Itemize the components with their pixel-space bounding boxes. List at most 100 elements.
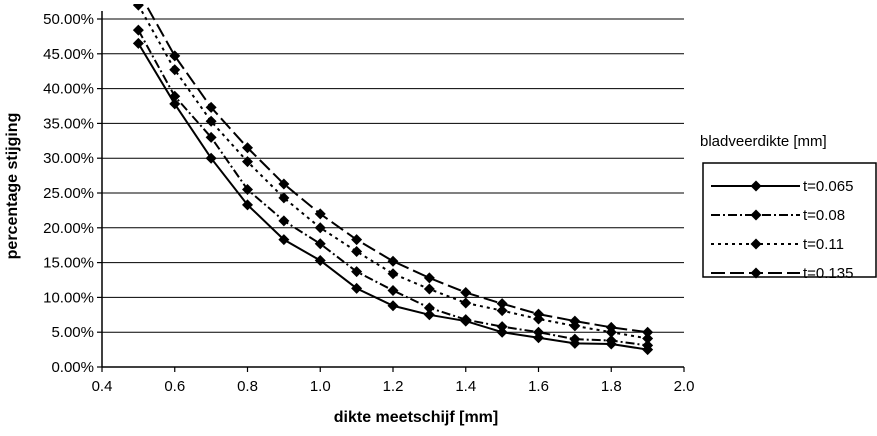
data-point <box>460 287 472 299</box>
legend-marker <box>750 180 762 192</box>
data-point <box>642 326 654 338</box>
x-tick-label: 0.8 <box>237 378 258 395</box>
data-point <box>387 255 399 267</box>
y-tick-label: 0.00% <box>51 359 94 376</box>
data-point <box>242 184 253 196</box>
data-point <box>496 321 508 333</box>
legend-marker <box>750 238 762 250</box>
series-line <box>144 4 648 334</box>
y-tick-label: 35.00% <box>43 115 94 132</box>
series-t=0.08 <box>132 24 654 351</box>
series-t=0.135 <box>144 4 654 338</box>
x-tick-label: 0.6 <box>164 378 185 395</box>
data-point <box>205 131 217 143</box>
legend-item: t=0.11 <box>711 236 844 253</box>
data-point <box>314 238 326 250</box>
y-tick-label: 40.00% <box>43 81 94 98</box>
x-axis-title: dikte meetschijf [mm] <box>334 409 498 426</box>
data-point <box>205 115 217 127</box>
data-point <box>132 24 144 36</box>
data-point <box>423 272 435 284</box>
x-tick-label: 1.2 <box>383 378 404 395</box>
x-tick-label: 0.4 <box>92 378 113 395</box>
series-t=0.11 <box>132 4 654 344</box>
y-tick-label: 30.00% <box>43 150 94 167</box>
data-point <box>278 192 290 204</box>
y-tick-label: 10.00% <box>43 289 94 306</box>
y-tick-label: 25.00% <box>43 185 94 202</box>
data-point <box>132 37 144 49</box>
data-point <box>387 284 399 296</box>
data-point <box>569 315 581 327</box>
legend-item: t=0.135 <box>711 265 853 282</box>
legend-label: t=0.065 <box>803 178 853 195</box>
data-point <box>496 298 508 310</box>
y-tick-label: 50.00% <box>43 11 94 28</box>
data-point <box>460 297 472 309</box>
legend-item: t=0.08 <box>711 207 845 224</box>
data-point <box>496 326 508 338</box>
data-point <box>387 300 399 312</box>
y-tick-label: 45.00% <box>43 46 94 63</box>
data-point <box>387 268 399 280</box>
x-tick-label: 1.6 <box>528 378 549 395</box>
data-point <box>605 335 617 347</box>
data-point <box>351 282 363 294</box>
data-point <box>423 283 435 295</box>
series-line <box>137 29 648 347</box>
data-point <box>242 142 253 154</box>
data-point <box>642 339 654 351</box>
data-point <box>351 245 363 257</box>
data-point <box>460 314 472 326</box>
data-point <box>278 215 290 227</box>
data-point <box>314 208 326 220</box>
tick-labels: 0.00% 5.00% 10.00% 15.00% 20.00% 25.00% 30.00%… <box>43 11 694 395</box>
data-point <box>205 101 217 113</box>
legend-title: bladveerdikte [mm] <box>700 133 827 150</box>
y-tick-label: 5.00% <box>51 324 94 341</box>
axes <box>97 11 685 372</box>
legend-label: t=0.11 <box>803 236 844 253</box>
data-point <box>242 156 253 168</box>
data-point <box>242 199 253 211</box>
legend-label: t=0.08 <box>803 207 845 224</box>
data-point <box>169 64 181 76</box>
data-point <box>533 332 544 344</box>
y-tick-label: 20.00% <box>43 220 94 237</box>
data-point <box>496 305 508 317</box>
legend-marker <box>750 209 762 221</box>
data-point <box>169 50 181 62</box>
gridlines <box>102 18 684 333</box>
data-point <box>278 234 290 246</box>
legend-item: t=0.065 <box>711 178 853 195</box>
data-point <box>423 302 435 314</box>
legend-box <box>702 162 877 278</box>
data-point <box>351 266 363 278</box>
x-tick-label: 1.8 <box>601 378 622 395</box>
series-line <box>137 4 648 340</box>
legend-marker <box>750 267 762 279</box>
data-point <box>533 326 544 338</box>
data-point <box>169 90 181 102</box>
x-tick-label: 1.0 <box>310 378 331 395</box>
legend-label: t=0.135 <box>803 265 853 282</box>
data-point <box>642 332 654 344</box>
data-point <box>569 333 581 345</box>
data-point <box>132 4 144 11</box>
data-point <box>605 321 617 333</box>
data-point <box>533 308 544 320</box>
series-group <box>132 4 654 356</box>
data-point <box>169 98 181 110</box>
x-tick-label: 2.0 <box>674 378 695 395</box>
series-t=0.065 <box>132 37 654 356</box>
data-point <box>423 309 435 321</box>
data-point <box>205 152 217 164</box>
data-point <box>314 255 326 267</box>
data-point <box>351 234 363 246</box>
data-point <box>314 222 326 234</box>
y-axis-title: percentage stijging <box>4 113 21 260</box>
legend: bladveerdikte [mm] t=0.065 t=0.08 t=0.11 t=… <box>700 133 877 282</box>
data-point <box>278 178 290 190</box>
